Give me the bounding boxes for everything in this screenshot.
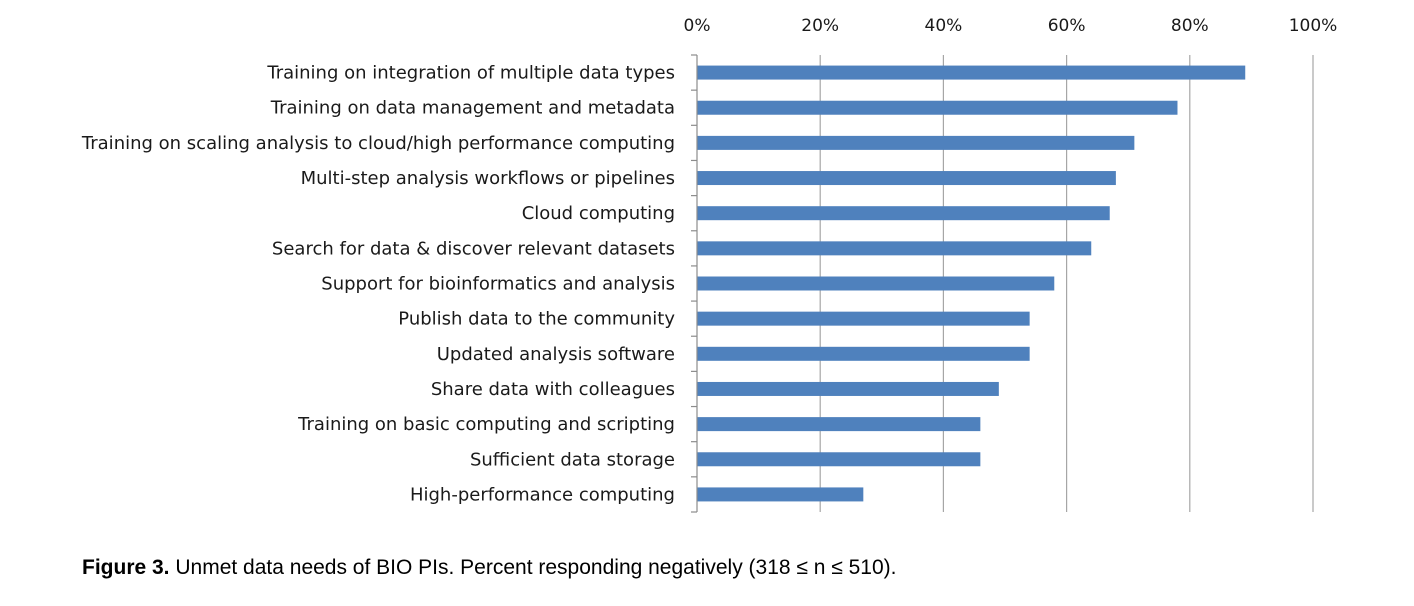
category-label-12: Sufficient data storage xyxy=(470,449,675,470)
x-tick-label-60: 60% xyxy=(1048,16,1086,36)
category-label-3: Training on scaling analysis to cloud/hi… xyxy=(81,133,675,154)
tick-labels: 0% 20% 40% 60% 80% 100% xyxy=(684,16,1338,36)
figure-caption: Figure 3. Unmet data needs of BIO PIs. P… xyxy=(82,556,897,580)
bar-12 xyxy=(697,452,981,467)
bar-6 xyxy=(697,241,1092,256)
bar-8 xyxy=(697,311,1030,326)
bar-4 xyxy=(697,171,1116,186)
x-tick-label-80: 80% xyxy=(1171,16,1209,36)
category-label-5: Cloud computing xyxy=(522,203,675,224)
x-tick-label-100: 100% xyxy=(1289,16,1338,36)
category-label-6: Search for data & discover relevant data… xyxy=(272,238,675,259)
caption-text: Unmet data needs of BIO PIs. Percent res… xyxy=(169,556,897,579)
category-label-11: Training on basic computing and scriptin… xyxy=(297,414,675,435)
category-label-10: Share data with colleagues xyxy=(431,379,675,400)
bar-5 xyxy=(697,206,1110,221)
axes xyxy=(691,54,698,513)
caption-label: Figure 3. xyxy=(82,556,170,579)
category-label-2: Training on data management and metadata xyxy=(270,98,675,119)
x-tick-label-0: 0% xyxy=(684,16,711,36)
category-label-9: Updated analysis software xyxy=(437,344,675,365)
bar-7 xyxy=(697,276,1055,291)
bar-9 xyxy=(697,346,1030,361)
category-labels: Training on integration of multiple data… xyxy=(81,63,675,506)
category-label-1: Training on integration of multiple data… xyxy=(266,63,675,84)
bar-chart: Training on integration of multiple data… xyxy=(81,16,1338,513)
category-label-4: Multi-step analysis workflows or pipelin… xyxy=(301,168,675,189)
category-label-8: Publish data to the community xyxy=(398,309,675,330)
category-label-13: High-performance computing xyxy=(410,484,675,505)
x-tick-label-40: 40% xyxy=(925,16,963,36)
bars xyxy=(697,65,1246,502)
bar-1 xyxy=(697,65,1246,80)
bar-2 xyxy=(697,100,1178,115)
bar-10 xyxy=(697,381,999,396)
bar-3 xyxy=(697,135,1135,150)
x-tick-label-20: 20% xyxy=(801,16,839,36)
bar-13 xyxy=(697,487,864,502)
category-label-7: Support for bioinformatics and analysis xyxy=(321,274,675,295)
bar-11 xyxy=(697,417,981,432)
gridlines xyxy=(819,55,1314,512)
